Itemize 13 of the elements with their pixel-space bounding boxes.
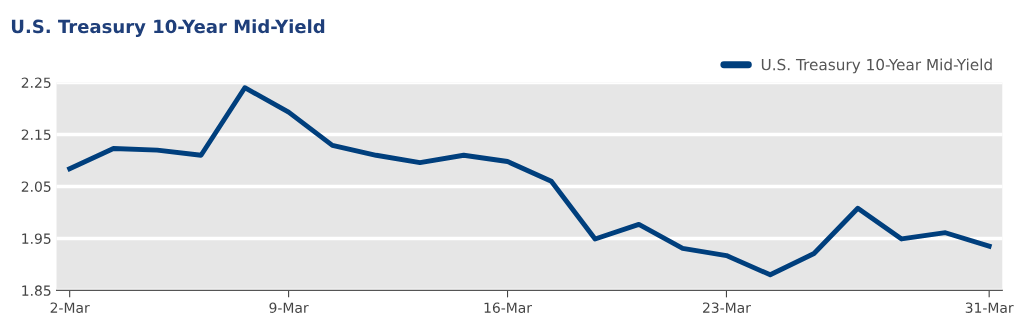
y-tick-label: 2.05 [21,181,51,192]
x-tick-label: 23-Mar [703,302,751,313]
y-tick-label: 2.15 [21,129,51,140]
line-series [67,85,992,278]
x-tick-label: 2-Mar [50,302,90,313]
x-tick-label: 31-Mar [965,302,1014,313]
y-tick-label: 1.95 [22,233,51,244]
x-tick-label: 16-Mar [484,302,532,313]
y-tick-label: 2.25 [21,77,51,88]
y-tick-label: 1.85 [22,285,51,296]
legend-label: U.S. Treasury 10-Year Mid-Yield [761,58,992,74]
x-tick-label: 9-Mar [269,302,309,313]
chart-title: U.S. Treasury 10-Year Mid-Yield [11,19,325,37]
